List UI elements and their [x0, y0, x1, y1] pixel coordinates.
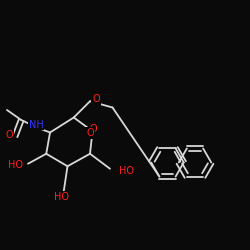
Text: O: O [92, 94, 100, 104]
Text: NH: NH [28, 120, 44, 130]
Text: HO: HO [119, 166, 134, 176]
Text: O: O [86, 128, 94, 138]
Text: HO: HO [8, 160, 23, 170]
Text: HO: HO [54, 192, 69, 202]
Text: O: O [6, 130, 13, 140]
Text: O: O [90, 124, 98, 134]
